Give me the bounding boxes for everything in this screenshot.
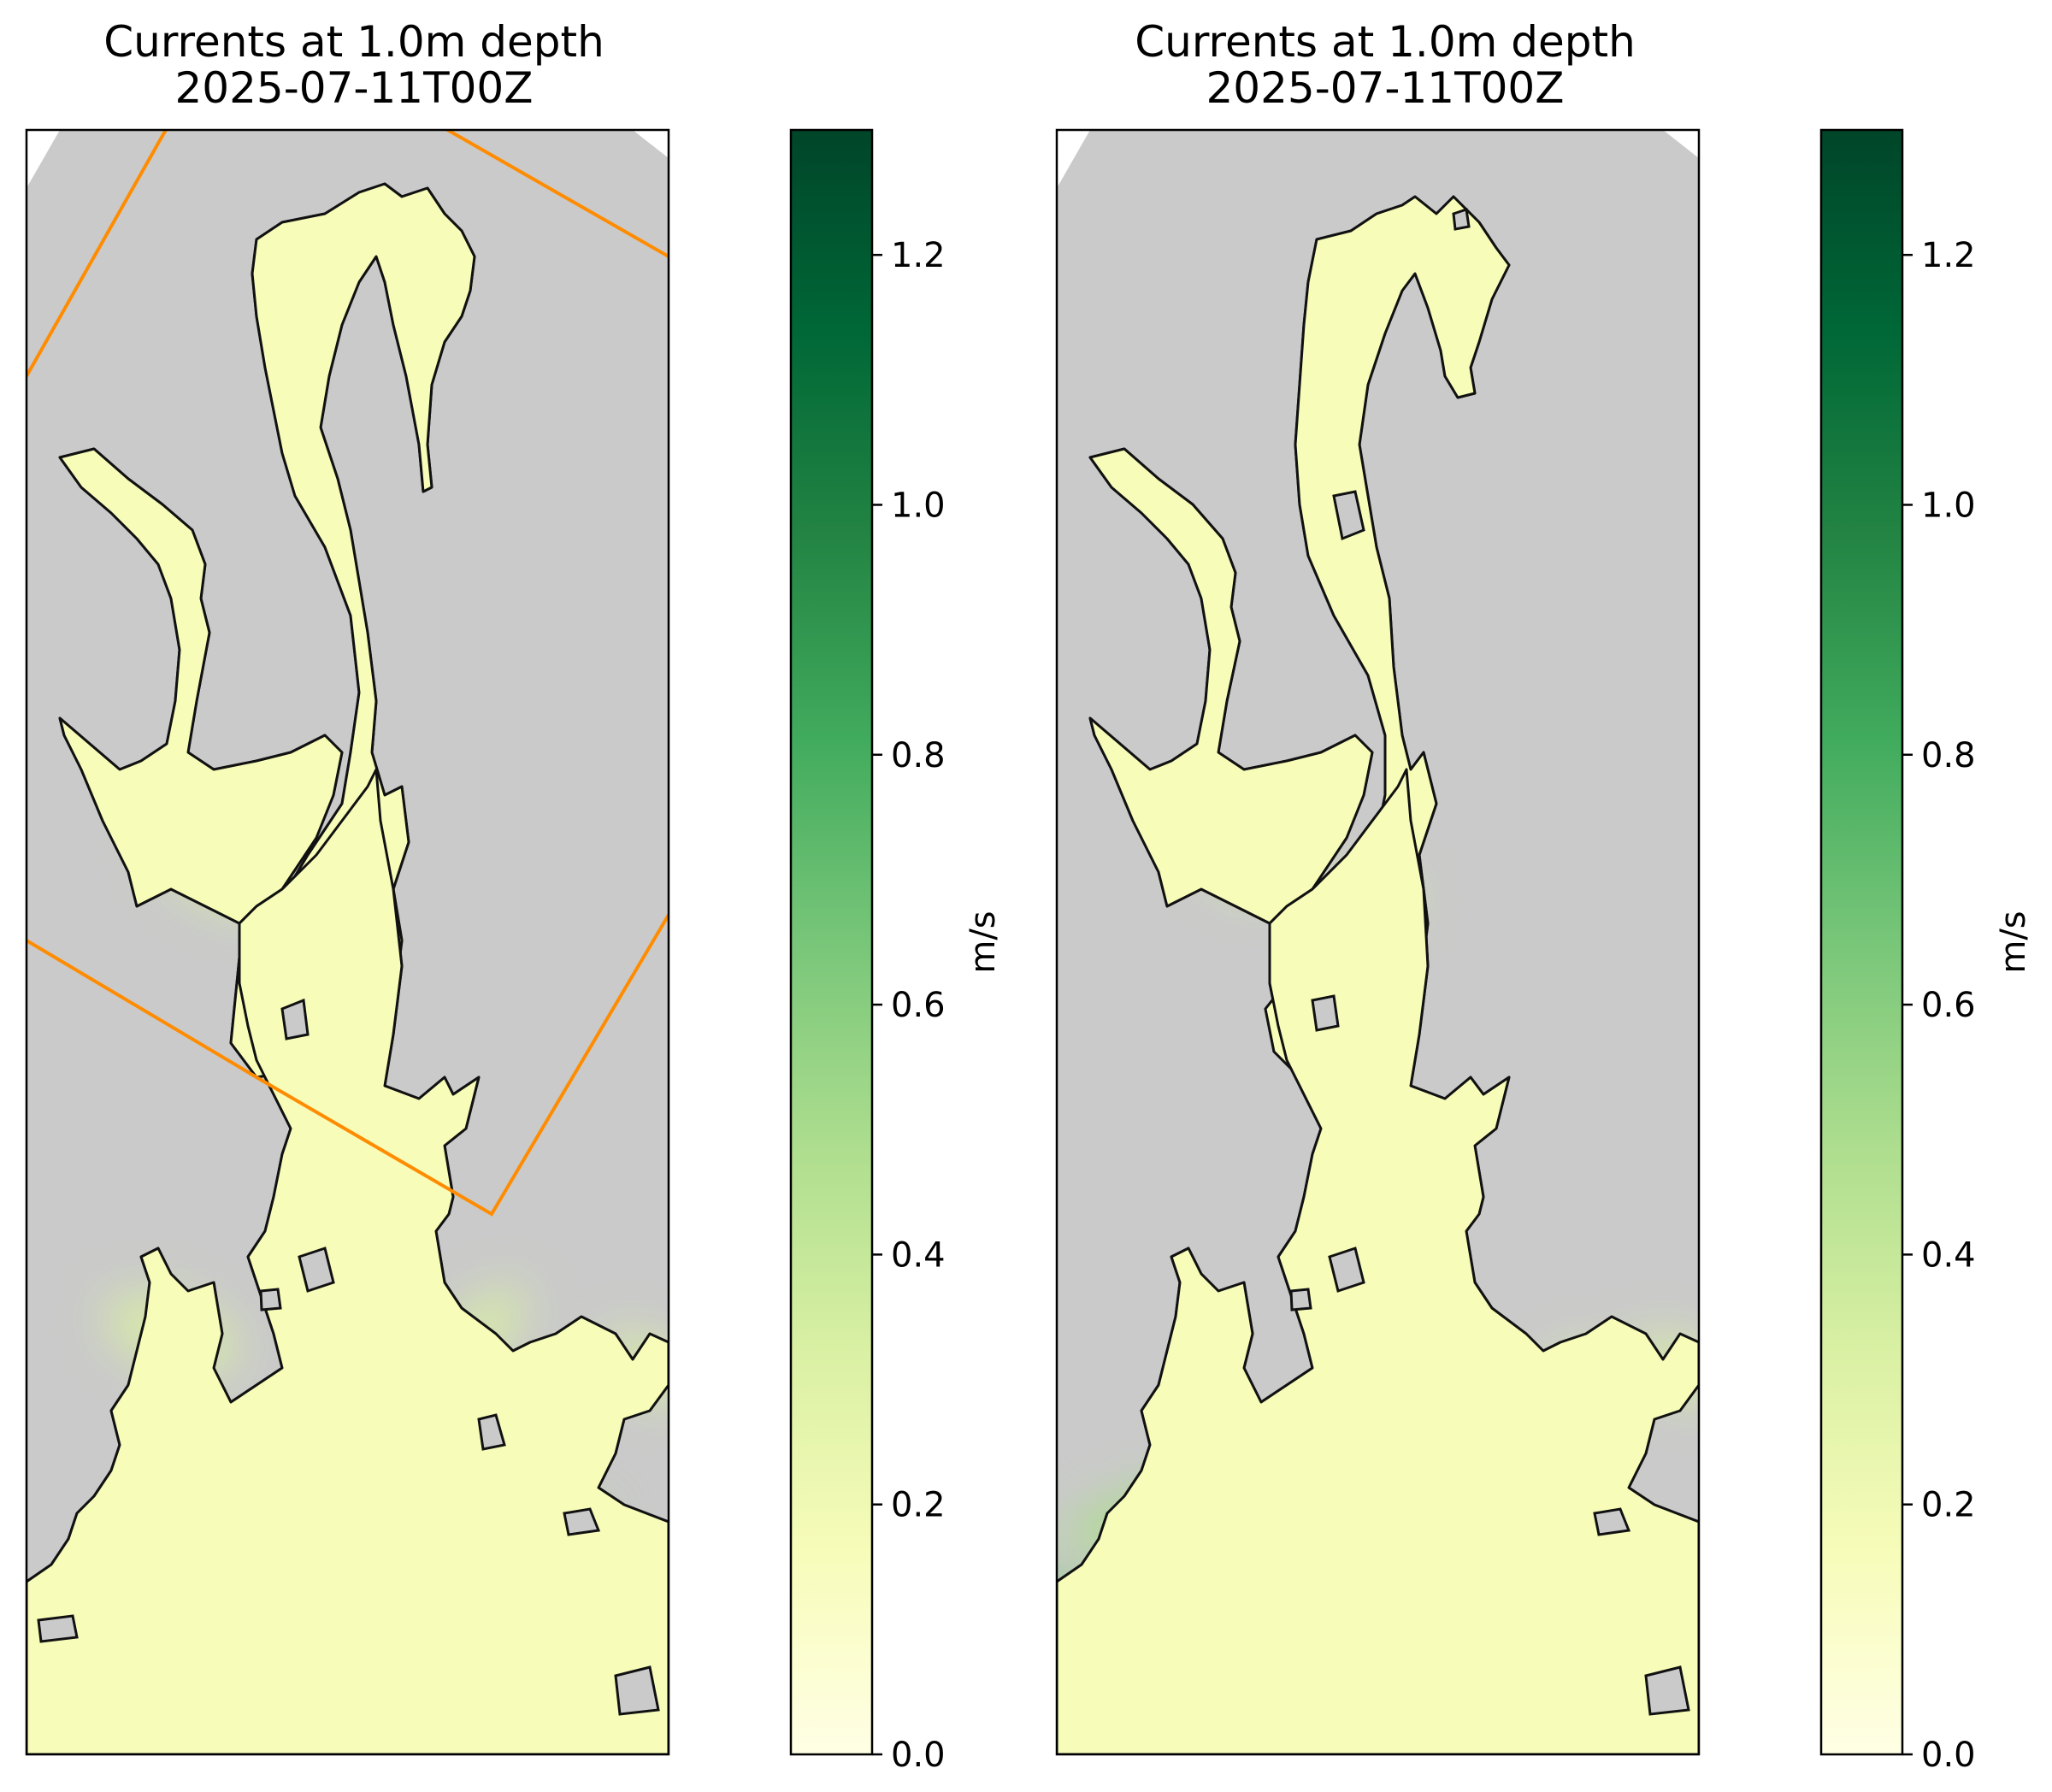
colorbar-ticks: 0.0 0.2 0.4 0.6 0.8 1.0 1.2: [872, 236, 946, 1775]
island: [37, 1614, 79, 1643]
map-subtitle: 2025-07-11T00Z: [175, 63, 534, 113]
map-area: [27, 130, 669, 1754]
colorbar-frame: [1819, 128, 1904, 1756]
island: [1311, 994, 1340, 1032]
grid-corner: [1057, 130, 1090, 188]
colorbar-gradient: [1821, 130, 1902, 1754]
island: [1328, 1247, 1365, 1293]
island: [614, 1665, 660, 1716]
map-subtitle: 2025-07-11T00Z: [1206, 63, 1565, 113]
map-panel-left: Currents at 1.0m depth 2025-07-11T00Z: [25, 17, 670, 1756]
island: [1289, 1288, 1312, 1312]
colorbar-tick-label: 1.0: [1921, 486, 1976, 525]
colorbar-tick-label: 1.2: [891, 236, 946, 275]
map-title: Currents at 1.0m depth: [1135, 17, 1636, 67]
island: [280, 998, 310, 1040]
map-frame: [1055, 128, 1701, 1756]
colorbar-tick-label: 0.0: [1921, 1736, 1976, 1775]
colorbar-tick-label: 0.4: [1921, 1235, 1976, 1275]
island: [1593, 1507, 1631, 1536]
colorbar-ticks: 0.0 0.2 0.4 0.6 0.8 1.0 1.2: [1902, 236, 1976, 1775]
colorbar-tick-label: 0.6: [1921, 986, 1976, 1025]
colorbar-tick-label: 1.0: [891, 486, 946, 525]
island: [1644, 1665, 1690, 1716]
island: [563, 1507, 601, 1536]
colorbar-tick-label: 0.8: [891, 736, 946, 775]
colorbar: 0.0 0.2 0.4 0.6 0.8 1.0 1.2 m/s: [789, 128, 1003, 1775]
colorbar-frame: [789, 128, 874, 1756]
map-frame: [25, 128, 670, 1756]
colorbar-tick-label: 0.2: [891, 1486, 946, 1525]
island: [259, 1288, 282, 1312]
colorbar-tick-label: 0.2: [1921, 1486, 1976, 1525]
island: [298, 1247, 335, 1293]
colorbar-tick-label: 0.0: [891, 1736, 946, 1775]
map-title: Currents at 1.0m depth: [103, 17, 604, 67]
colorbar-tick-label: 0.8: [1921, 736, 1976, 775]
islands: [37, 998, 660, 1716]
island: [1452, 208, 1471, 231]
islands: [1289, 208, 1690, 1716]
nested-domain-outline: [27, 130, 669, 1217]
colorbar-label: m/s: [964, 911, 1003, 973]
grid-corner: [633, 130, 669, 158]
colorbar-gradient: [791, 130, 872, 1754]
island: [1332, 490, 1365, 541]
island: [477, 1413, 506, 1451]
map-panel-right: Currents at 1.0m depth 2025-07-11T00Z: [1055, 17, 1701, 1756]
colorbar-tick-label: 0.6: [891, 986, 946, 1025]
colorbar: 0.0 0.2 0.4 0.6 0.8 1.0 1.2 m/s: [1819, 128, 2033, 1775]
map-area: [1057, 130, 1699, 1754]
colorbar-label: m/s: [1994, 911, 2033, 973]
colorbar-tick-label: 1.2: [1921, 236, 1976, 275]
colorbar-tick-label: 0.4: [891, 1235, 946, 1275]
grid-corner: [27, 130, 60, 188]
grid-corner: [1663, 130, 1699, 158]
